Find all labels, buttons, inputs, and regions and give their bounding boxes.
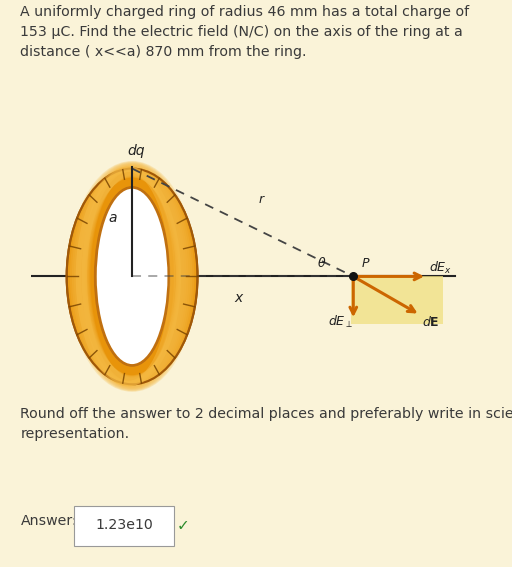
Text: Answer:: Answer: — [20, 514, 77, 528]
Text: $dE_x$: $dE_x$ — [429, 260, 453, 276]
Text: A uniformly charged ring of radius 46 mm has a total charge of
153 μC. Find the : A uniformly charged ring of radius 46 mm… — [20, 5, 470, 58]
Text: Round off the answer to 2 decimal places and preferably write in scientific
repr: Round off the answer to 2 decimal places… — [20, 407, 512, 441]
Ellipse shape — [67, 168, 198, 384]
Text: x: x — [234, 291, 242, 305]
FancyBboxPatch shape — [74, 506, 174, 545]
Text: $\theta$: $\theta$ — [317, 256, 327, 270]
Text: a: a — [109, 211, 117, 225]
Text: $dE_\perp$: $dE_\perp$ — [328, 314, 353, 330]
FancyBboxPatch shape — [351, 277, 443, 324]
Text: P: P — [361, 257, 369, 270]
Ellipse shape — [96, 188, 168, 365]
Text: ✓: ✓ — [177, 518, 189, 533]
Text: $d\mathbf{E}$: $d\mathbf{E}$ — [422, 315, 440, 329]
Text: 1.23e10: 1.23e10 — [95, 518, 153, 532]
Text: dq: dq — [127, 144, 144, 158]
Text: r: r — [258, 193, 263, 206]
